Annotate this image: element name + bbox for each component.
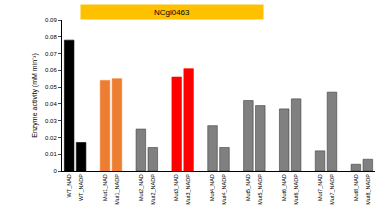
svg-text:0.09: 0.09 <box>45 17 57 23</box>
svg-text:Mut2_NAD: Mut2_NAD <box>138 174 144 201</box>
svg-text:Mut4_NADP: Mut4_NADP <box>221 174 227 205</box>
svg-text:0.04: 0.04 <box>45 101 57 107</box>
svg-text:Mut3_NAD: Mut3_NAD <box>173 174 179 201</box>
svg-text:Mut2_NADP: Mut2_NADP <box>150 174 156 205</box>
svg-text:Mut5_NAD: Mut5_NAD <box>245 174 251 201</box>
svg-text:0.02: 0.02 <box>45 135 57 141</box>
svg-text:Mut8_NAD: Mut8_NAD <box>353 174 359 201</box>
svg-text:0.07: 0.07 <box>45 51 57 57</box>
svg-text:Mut6_NADP: Mut6_NADP <box>293 174 299 205</box>
svg-text:Mut1_NAD: Mut1_NAD <box>102 174 108 201</box>
svg-text:0: 0 <box>53 168 57 174</box>
svg-text:Mut5_NADP: Mut5_NADP <box>257 174 263 205</box>
svg-text:Enzyme activity (mM min⁻¹): Enzyme activity (mM min⁻¹) <box>31 53 39 137</box>
svg-text:Mut7_NAD: Mut7_NAD <box>317 174 323 201</box>
svg-text:0.03: 0.03 <box>45 118 57 124</box>
svg-text:NCgl0463: NCgl0463 <box>154 8 190 17</box>
svg-text:0.05: 0.05 <box>45 84 57 90</box>
svg-text:Mut7_NADP: Mut7_NADP <box>329 174 335 205</box>
svg-text:Mut8_NADP: Mut8_NADP <box>365 174 371 205</box>
svg-text:Mut3_NADP: Mut3_NADP <box>185 174 191 205</box>
svg-text:Mut6_NAD: Mut6_NAD <box>281 174 287 201</box>
svg-text:Mut4_NAD: Mut4_NAD <box>209 174 215 201</box>
svg-text:0.08: 0.08 <box>45 34 57 40</box>
svg-text:WT_NADP: WT_NADP <box>78 174 84 201</box>
svg-text:Mut1_NADP: Mut1_NADP <box>114 174 120 205</box>
svg-text:0.01: 0.01 <box>45 151 57 157</box>
svg-text:WT_NAD: WT_NAD <box>66 174 72 197</box>
svg-text:0.06: 0.06 <box>45 67 57 73</box>
